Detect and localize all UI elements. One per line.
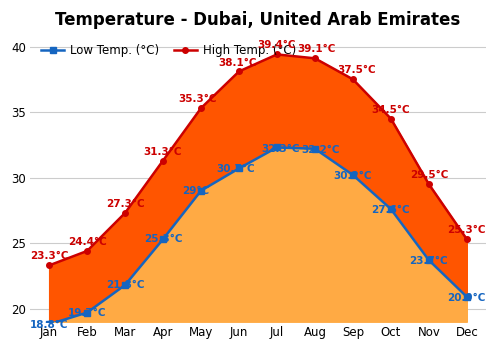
Low Temp. (°C) — [236, 166, 242, 170]
Title: Temperature - Dubai, United Arab Emirates: Temperature - Dubai, United Arab Emirate… — [56, 11, 460, 29]
Low Temp. (°C) — [464, 295, 470, 299]
High Temp. (°C) — [198, 106, 204, 110]
Text: 27.3°C: 27.3°C — [106, 199, 144, 209]
Text: 19.7°C: 19.7°C — [68, 308, 106, 318]
Low Temp. (°C) — [46, 322, 52, 327]
Low Temp. (°C) — [160, 237, 166, 241]
High Temp. (°C) — [274, 52, 280, 56]
Low Temp. (°C) — [426, 258, 432, 262]
High Temp. (°C) — [84, 249, 90, 253]
Text: 34.5°C: 34.5°C — [372, 105, 410, 115]
Text: 29.5°C: 29.5°C — [410, 170, 448, 180]
Low Temp. (°C) — [122, 283, 128, 287]
Low Temp. (°C) — [198, 189, 204, 193]
High Temp. (°C) — [160, 159, 166, 163]
High Temp. (°C) — [388, 117, 394, 121]
Text: 32.2°C: 32.2°C — [302, 145, 340, 155]
Text: 24.4°C: 24.4°C — [68, 237, 106, 247]
Legend: Low Temp. (°C), High Temp. (°C): Low Temp. (°C), High Temp. (°C) — [36, 39, 301, 62]
Text: 23.7°C: 23.7°C — [410, 256, 448, 266]
Low Temp. (°C) — [274, 145, 280, 149]
Text: 25.3°C: 25.3°C — [144, 234, 182, 244]
Low Temp. (°C) — [84, 310, 90, 315]
Low Temp. (°C) — [388, 207, 394, 211]
High Temp. (°C) — [312, 56, 318, 61]
High Temp. (°C) — [464, 237, 470, 241]
Text: 37.5°C: 37.5°C — [338, 65, 376, 75]
Text: 30.7°C: 30.7°C — [216, 164, 254, 174]
Text: 18.8°C: 18.8°C — [30, 320, 68, 330]
Low Temp. (°C) — [312, 147, 318, 151]
High Temp. (°C) — [350, 77, 356, 82]
Text: 39.4°C: 39.4°C — [258, 41, 296, 50]
Low Temp. (°C) — [350, 173, 356, 177]
Line: High Temp. (°C): High Temp. (°C) — [46, 52, 470, 268]
Text: 39.1°C: 39.1°C — [298, 44, 336, 54]
Text: 30.2°C: 30.2°C — [334, 171, 372, 181]
Text: 32.3°C: 32.3°C — [262, 144, 300, 154]
Text: 27.6°C: 27.6°C — [372, 205, 410, 215]
Text: 20.9°C: 20.9°C — [448, 293, 486, 303]
Text: 29°C: 29°C — [182, 186, 209, 196]
Line: Low Temp. (°C): Low Temp. (°C) — [46, 145, 470, 327]
Text: 38.1°C: 38.1°C — [218, 57, 256, 68]
Text: 23.3°C: 23.3°C — [30, 251, 68, 261]
High Temp. (°C) — [236, 69, 242, 73]
High Temp. (°C) — [426, 182, 432, 186]
Text: 35.3°C: 35.3°C — [178, 94, 216, 104]
High Temp. (°C) — [122, 211, 128, 215]
Text: 21.8°C: 21.8°C — [106, 280, 144, 290]
High Temp. (°C) — [46, 263, 52, 267]
Text: 31.3°C: 31.3°C — [144, 147, 182, 156]
Text: 25.3°C: 25.3°C — [448, 225, 486, 235]
